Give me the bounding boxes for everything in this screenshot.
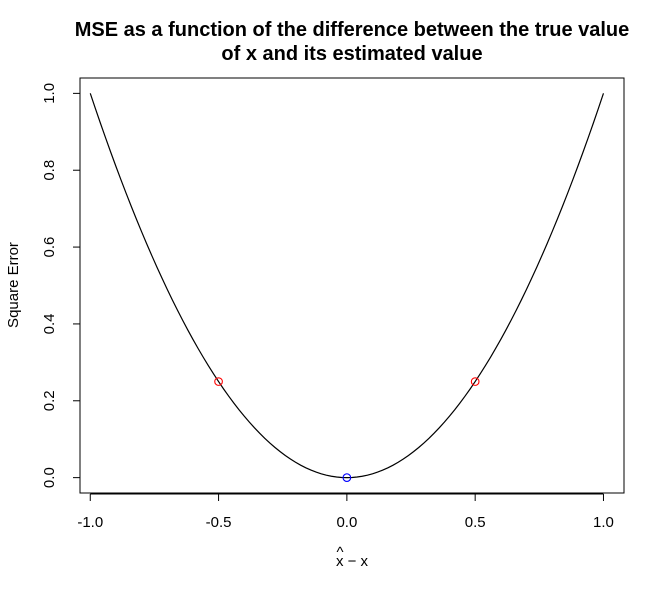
x-tick-label: -0.5	[206, 514, 232, 531]
y-tick-label: 1.0	[41, 83, 58, 104]
x-axis-label-text: x − x	[336, 553, 369, 570]
x-axis-label-hat: ^	[336, 544, 343, 561]
chart-title-line-2: of x and its estimated value	[221, 43, 482, 65]
data-point	[470, 377, 480, 386]
y-axis: 0.0 0.2 0.4 0.6 0.8 1.0	[41, 83, 81, 488]
x-tick-label: 0.5	[465, 514, 486, 531]
x-tick-label: 0.0	[336, 514, 357, 531]
x-tick-label: 1.0	[593, 514, 614, 531]
y-tick-label: 0.4	[41, 313, 58, 334]
series-line-square-error	[89, 93, 605, 479]
plot-frame	[79, 77, 625, 494]
data-point	[342, 473, 352, 482]
data-point	[214, 377, 223, 386]
chart-title-line-1: MSE as a function of the difference betw…	[75, 19, 630, 41]
y-tick-label: 0.0	[41, 467, 58, 488]
x-axis: -1.0 -0.5 0.0 0.5 1.0	[77, 493, 614, 531]
y-tick-label: 0.8	[41, 160, 58, 181]
y-tick-label: 0.2	[41, 390, 58, 411]
highlight-points	[214, 377, 480, 482]
x-tick-label: -1.0	[77, 514, 103, 531]
x-axis-label: ^ x − x	[336, 544, 369, 570]
y-tick-label: 0.6	[41, 237, 58, 258]
y-axis-label: Square Error	[5, 242, 22, 328]
